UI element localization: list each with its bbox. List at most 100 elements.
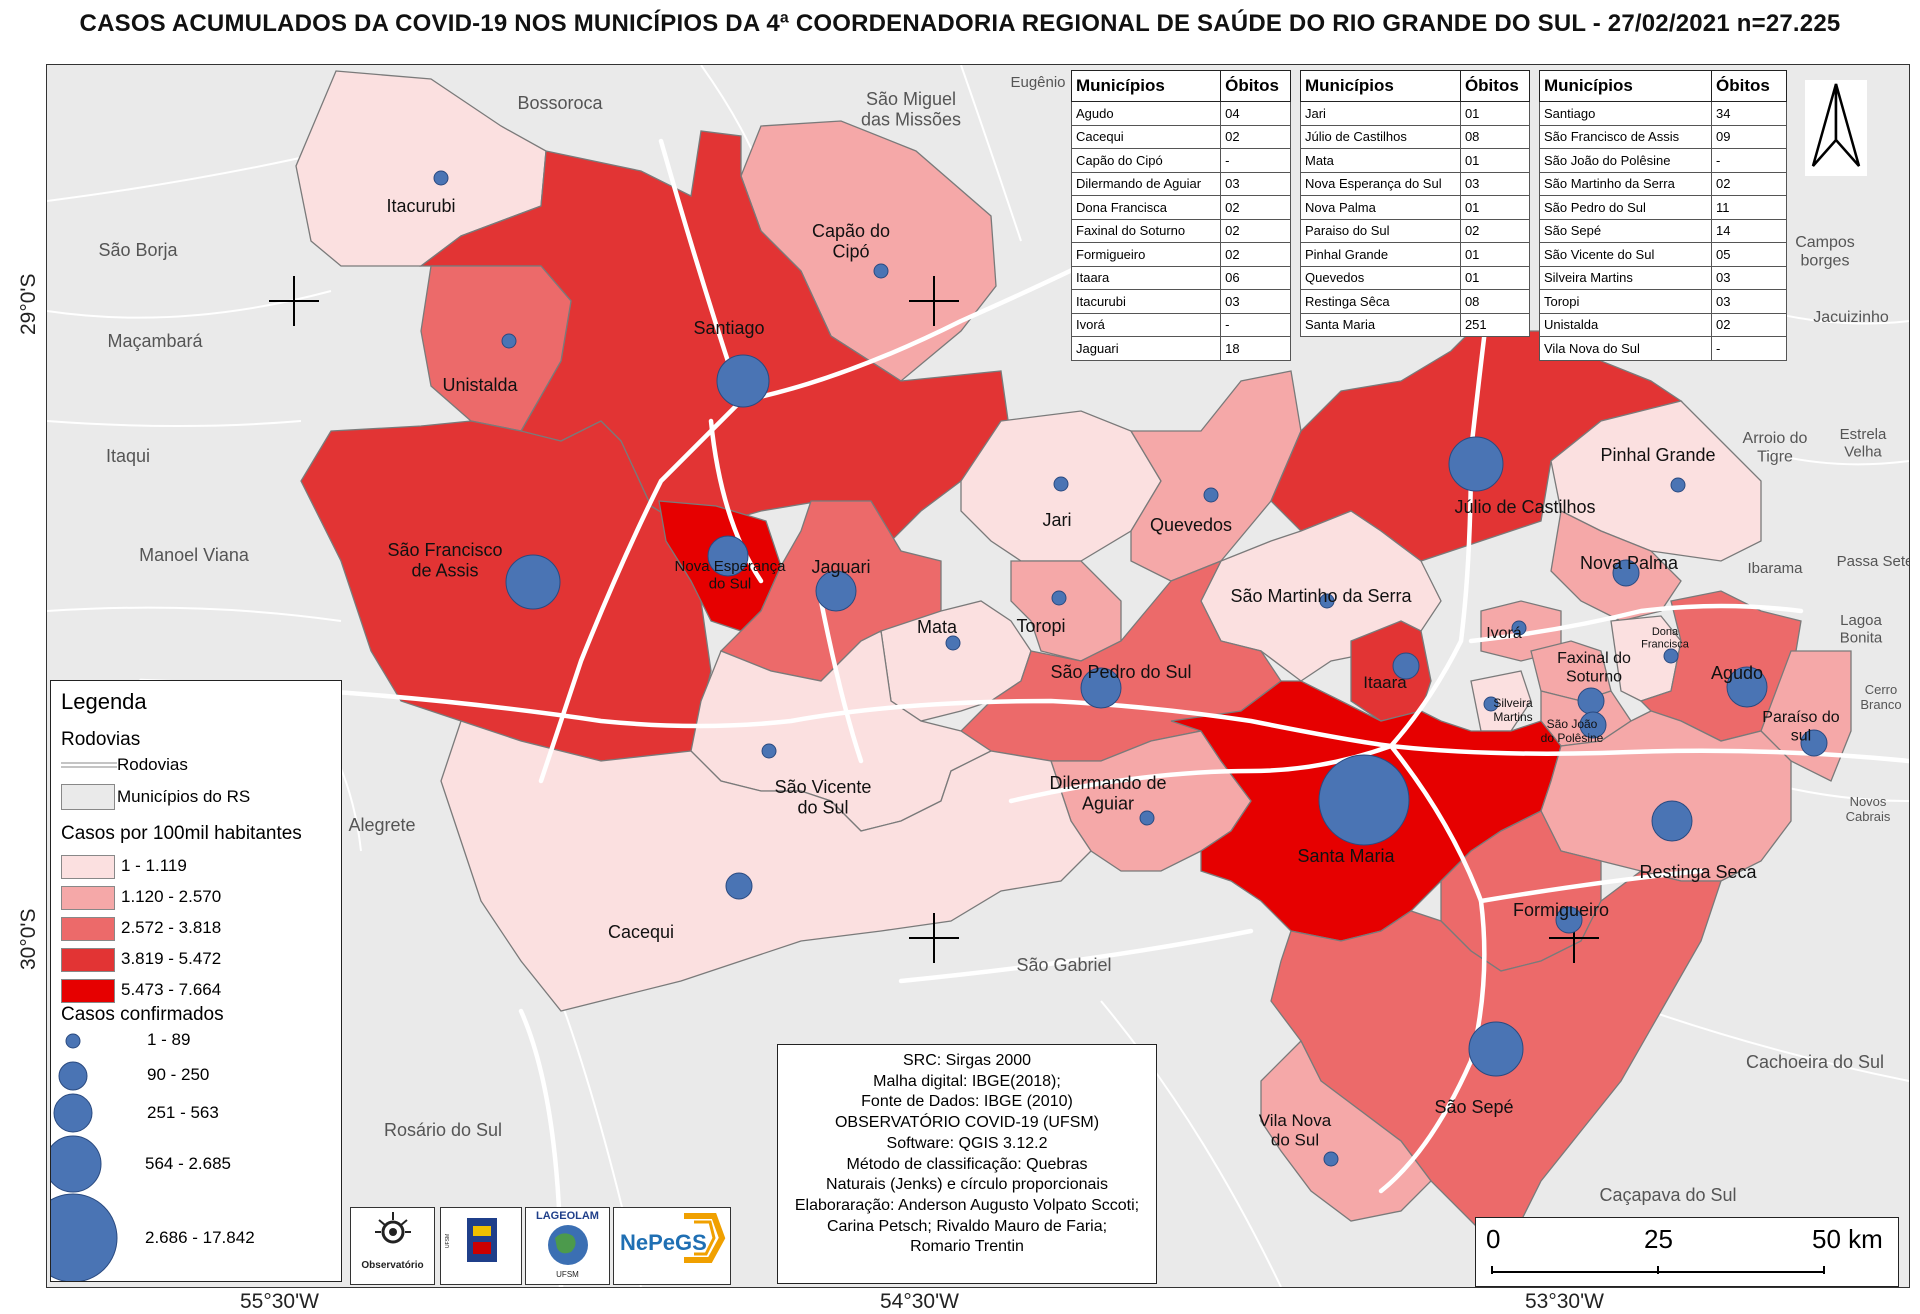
lon-label-mid: 54°30'W: [880, 1290, 959, 1313]
nepegs-mark-icon: [684, 1213, 726, 1263]
case-circle: [1670, 477, 1686, 493]
municipality-label: São Vicente do Sul: [775, 777, 872, 818]
municipality-label: Quevedos: [1150, 515, 1232, 535]
neighbor-label: Eugênio: [1010, 74, 1065, 91]
municipality-polygons: [295, 70, 1852, 1232]
municipality-label: Jaguari: [811, 557, 870, 577]
case-circle: [1555, 906, 1583, 934]
municipio-cell: Jaguari: [1070, 336, 1222, 361]
obitos-cell: 06: [1220, 265, 1291, 290]
deaths-table-3: Municípios Óbitos Santiago 34 São Francisc…: [1539, 70, 1787, 361]
neighbor-label: Jacuizinho: [1813, 309, 1889, 326]
scale-line: [1491, 1266, 1825, 1274]
table-row: Paraiso do Sul 02: [1300, 218, 1531, 243]
table-row: Jaguari 18: [1070, 336, 1291, 361]
neighbor-label: Passa Sete: [1837, 553, 1909, 570]
neighbor-labels: Bossoroca São Miguel das Missões Eugênio São…: [98, 74, 1909, 1205]
rate-class-label: 2.572 - 3.818: [121, 918, 222, 937]
table-row: Toropi 03: [1539, 289, 1787, 314]
table-row: Dona Francisca 02: [1070, 195, 1291, 220]
credit-line: Método de classificação: Quebras: [846, 1155, 1088, 1173]
credit-line: Carina Petsch; Rivaldo Mauro de Faria;: [826, 1217, 1108, 1235]
rate-swatch: [61, 917, 115, 941]
municipio-cell: Júlio de Castilhos: [1300, 124, 1461, 149]
municipio-cell: Ivorá: [1070, 312, 1222, 337]
nepegs-logo: NePeGS: [613, 1207, 731, 1285]
obitos-cell: 04: [1220, 101, 1291, 126]
case-circle: [1323, 1151, 1339, 1167]
neighbor-label: Arroio do Tigre: [1743, 430, 1808, 465]
municipio-cell: Agudo: [1070, 101, 1222, 126]
north-arrow-icon: [1811, 83, 1861, 167]
municipio-cell: São Pedro do Sul: [1539, 195, 1712, 220]
neighbor-label: Manoel Viana: [139, 545, 250, 565]
legend-roads-item: Rodovias: [117, 755, 188, 774]
case-circle: [1577, 687, 1605, 715]
municipality-label: Nova Palma: [1580, 553, 1679, 573]
muni-silveira-martins: [1470, 670, 1532, 732]
table-row: Dilermando de Aguiar 03: [1070, 171, 1291, 196]
municipality-label: Jari: [1042, 510, 1071, 530]
municipality-label: Restinga Seca: [1639, 862, 1757, 882]
obitos-cell: 18: [1220, 336, 1291, 361]
table-row: São Francisco de Assis 09: [1539, 124, 1787, 149]
table-row: Itaara 06: [1070, 265, 1291, 290]
municipality-label: Paraíso do sul: [1762, 709, 1839, 744]
obitos-cell: 01: [1459, 265, 1531, 290]
legend-municipalities-item: Municípios do RS: [117, 787, 251, 806]
obitos-cell: 01: [1459, 101, 1531, 126]
municipality-label: Cacequi: [608, 922, 674, 942]
lat-label-top: 29°0'S: [17, 273, 40, 335]
muni-cacequi: [440, 720, 1092, 1012]
municipio-cell: Paraiso do Sul: [1300, 218, 1461, 243]
obitos-cell: 02: [1711, 171, 1787, 196]
credit-line: SRC: Sirgas 2000: [902, 1052, 1032, 1069]
credit-line: Naturais (Jenks) e círculo proporcionais: [826, 1176, 1108, 1194]
case-circle: [1800, 729, 1828, 757]
graticule: [269, 276, 1599, 963]
municipio-cell: Toropi: [1539, 289, 1712, 314]
municipio-cell: Santa Maria: [1300, 312, 1461, 337]
obitos-cell: -: [1220, 312, 1291, 337]
table-row: Restinga Sêca 08: [1300, 289, 1531, 314]
lageolam-logo: LAGEOLAM UFSM: [525, 1207, 610, 1285]
credits-box: SRC: Sirgas 2000 Malha digital: IBGE(2018…: [777, 1044, 1157, 1284]
table-row: Unistalda 02: [1539, 312, 1787, 337]
municipality-label: Dona Francisca: [1641, 626, 1690, 651]
obitos-cell: 34: [1711, 101, 1787, 126]
municipality-label: Ivorá: [1486, 625, 1522, 642]
case-size-legend: [51, 1033, 118, 1281]
neighbor-label: Bossoroca: [517, 93, 603, 113]
case-class-label: 1 - 89: [147, 1030, 191, 1049]
lageolam-logo-text: LAGEOLAM: [536, 1210, 599, 1222]
municipality-label: Júlio de Castilhos: [1454, 497, 1595, 517]
municipio-cell: Itacurubi: [1070, 289, 1222, 314]
neighbor-label: São Miguel das Missões: [861, 89, 961, 130]
table-row: Nova Esperança do Sul 03: [1300, 171, 1531, 196]
case-circle: [761, 743, 777, 759]
muni-itaara: [1350, 620, 1432, 722]
case-class-label: 251 - 563: [147, 1103, 219, 1122]
municipality-label: Formigueiro: [1513, 900, 1609, 920]
obitos-cell: -: [1711, 336, 1787, 361]
rate-class-label: 1.120 - 2.570: [121, 887, 222, 906]
table-row: Santiago 34: [1539, 101, 1787, 126]
case-circle: [501, 333, 517, 349]
obitos-cell: 02: [1459, 218, 1531, 243]
table-row: Jari 01: [1300, 101, 1531, 126]
municipio-cell: São João do Polêsine: [1539, 148, 1712, 173]
municipality-label: Toropi: [1016, 616, 1065, 636]
neighbor-label: São Gabriel: [1016, 955, 1111, 975]
case-circle: [1651, 800, 1693, 842]
case-size-2: [58, 1061, 88, 1091]
table-row: Quevedos 01: [1300, 265, 1531, 290]
obitos-cell: 02: [1711, 312, 1787, 337]
municipio-cell: Formigueiro: [1070, 242, 1222, 267]
map-canvas: Itacurubi Capão do Cipó Santiago Unistalda Sã…: [47, 65, 1909, 1287]
neighbor-label: Cerro Branco: [1860, 682, 1901, 712]
municipality-label: Faxinal do Soturno: [1557, 650, 1631, 685]
case-circle: [707, 535, 749, 577]
scale-label-0: 0: [1486, 1224, 1501, 1254]
case-size-3: [53, 1093, 93, 1133]
municipality-label: São Francisco de Assis: [387, 540, 502, 581]
